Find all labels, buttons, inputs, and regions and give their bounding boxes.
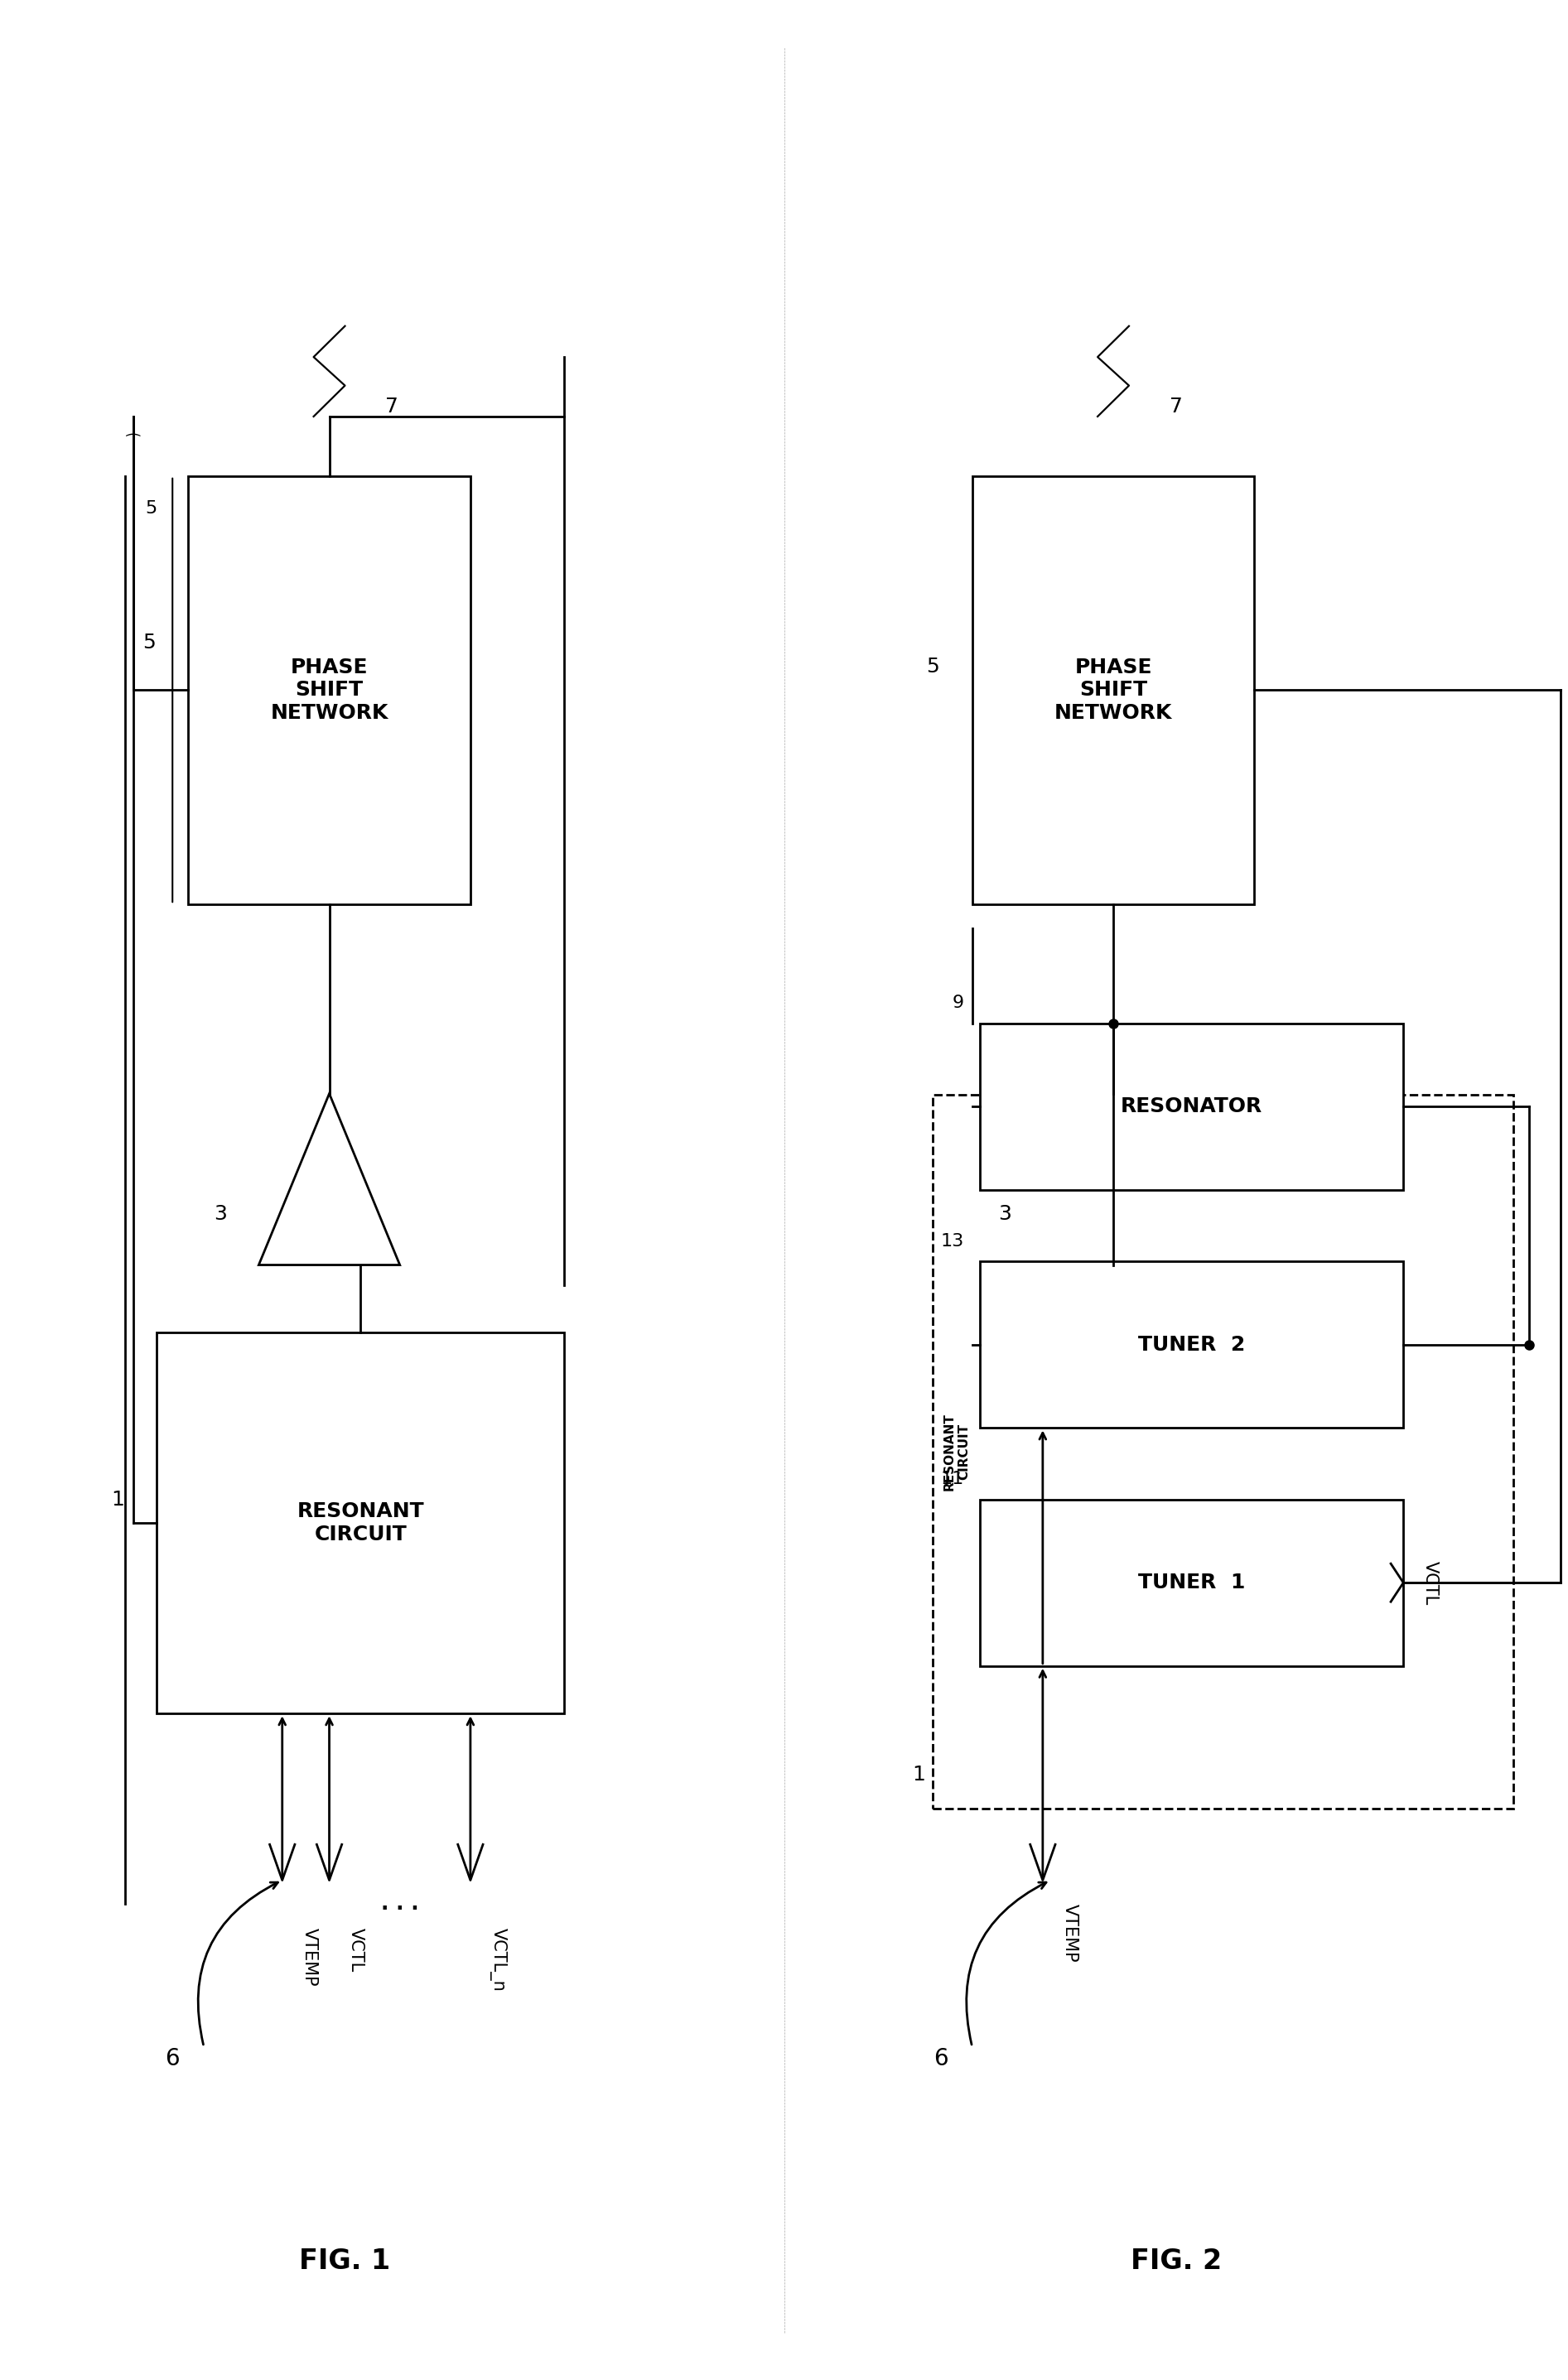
Text: 9: 9 [953, 995, 964, 1011]
Bar [933, 1095, 1513, 1809]
Text: VTEMP: VTEMP [1062, 1904, 1079, 1964]
Text: RESONANT
CIRCUIT: RESONANT CIRCUIT [942, 1414, 971, 1490]
Bar [980, 1499, 1403, 1666]
Text: RESONANT
CIRCUIT: RESONANT CIRCUIT [296, 1502, 425, 1545]
Text: VTEMP: VTEMP [301, 1928, 318, 1987]
Text: RESONATOR: RESONATOR [1121, 1097, 1262, 1116]
Bar [980, 1261, 1403, 1428]
Text: . . .: . . . [381, 1894, 419, 1914]
Text: 1: 1 [111, 1490, 124, 1509]
Text: 5: 5 [143, 633, 155, 652]
Text: 3: 3 [215, 1204, 227, 1223]
Text: 7: 7 [386, 397, 398, 416]
Text: 13: 13 [941, 1233, 964, 1249]
Text: VCTL_n: VCTL_n [489, 1928, 506, 1992]
Text: ⁀: ⁀ [127, 436, 140, 452]
Text: FIG. 2: FIG. 2 [1131, 2247, 1221, 2275]
Bar [157, 1333, 564, 1714]
Text: TUNER  2: TUNER 2 [1138, 1335, 1245, 1354]
Text: PHASE
SHIFT
NETWORK: PHASE SHIFT NETWORK [1054, 657, 1173, 724]
Bar [980, 1023, 1403, 1190]
Text: 5: 5 [144, 500, 157, 516]
Text: 3: 3 [999, 1204, 1011, 1223]
Text: 6: 6 [933, 2047, 949, 2071]
Bar [188, 476, 470, 904]
Text: 5: 5 [927, 657, 939, 676]
Bar [972, 476, 1254, 904]
Text: VCTL: VCTL [1422, 1561, 1439, 1604]
Text: PHASE
SHIFT
NETWORK: PHASE SHIFT NETWORK [270, 657, 389, 724]
Text: TUNER  1: TUNER 1 [1138, 1573, 1245, 1592]
Text: VCTL: VCTL [348, 1928, 365, 1973]
Text: 6: 6 [165, 2047, 180, 2071]
Text: FIG. 1: FIG. 1 [299, 2247, 390, 2275]
Text: 7: 7 [1170, 397, 1182, 416]
Text: 11: 11 [941, 1471, 964, 1488]
Text: 1: 1 [913, 1766, 925, 1785]
